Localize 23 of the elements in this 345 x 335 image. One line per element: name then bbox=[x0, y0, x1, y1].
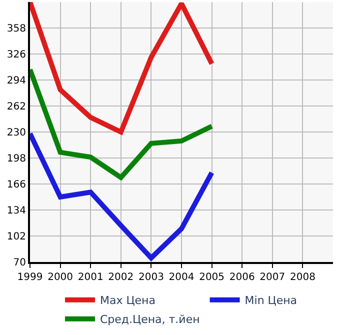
y-tick-label: 294 bbox=[6, 76, 26, 86]
legend-label: Сред.Цена, т.йен bbox=[100, 313, 200, 326]
y-tick-label: 326 bbox=[6, 50, 26, 60]
y-tick-label: 166 bbox=[6, 180, 26, 190]
x-tick-label: 2000 bbox=[48, 272, 74, 283]
y-tick-label: 70 bbox=[13, 258, 26, 268]
legend-label: Max Цена bbox=[100, 294, 156, 308]
y-tick-label: 198 bbox=[6, 154, 26, 164]
y-tick-label: 230 bbox=[6, 128, 26, 138]
x-tick-label: 2005 bbox=[199, 272, 225, 283]
x-tick-label: 2006 bbox=[229, 272, 255, 283]
x-tick-label: 2001 bbox=[78, 272, 104, 283]
x-tick-label: 2004 bbox=[168, 272, 194, 283]
legend-label: Min Цена bbox=[244, 294, 298, 308]
x-tick-label: 2003 bbox=[138, 272, 164, 283]
y-tick-label: 102 bbox=[6, 232, 26, 242]
y-tick-label: 134 bbox=[6, 206, 26, 216]
x-tick-label: 2008 bbox=[290, 272, 316, 283]
x-tick-label: 2007 bbox=[260, 272, 286, 283]
y-tick-label: 262 bbox=[6, 102, 26, 112]
y-tick-label: 358 bbox=[6, 24, 26, 34]
x-tick-label: 1999 bbox=[17, 272, 43, 283]
x-tick-label: 2002 bbox=[108, 272, 134, 283]
